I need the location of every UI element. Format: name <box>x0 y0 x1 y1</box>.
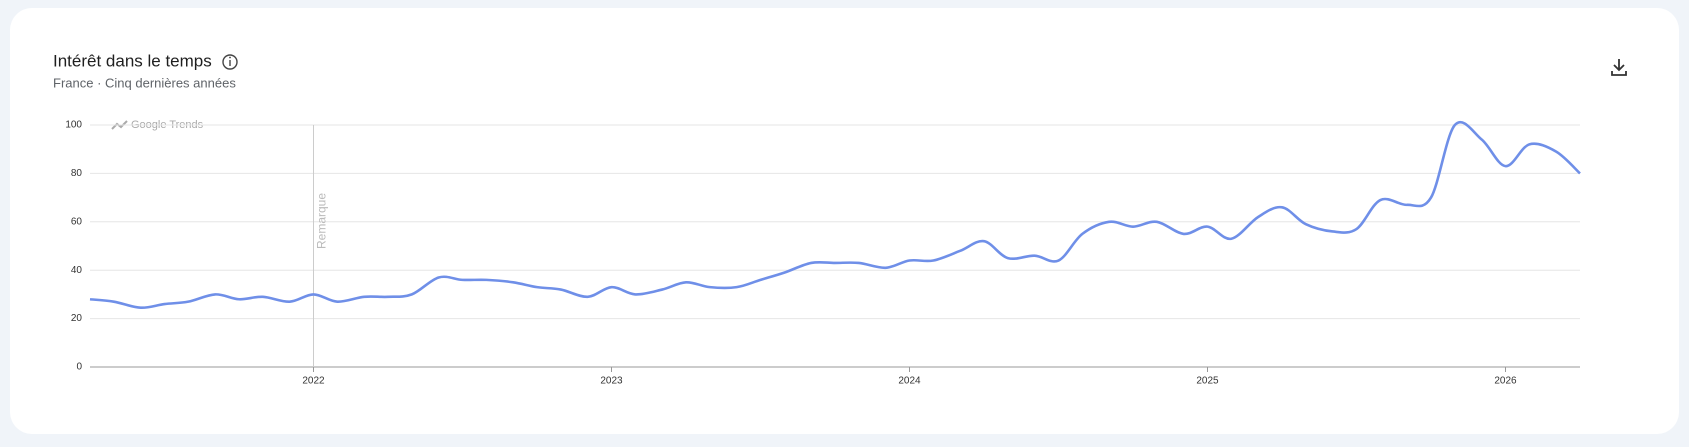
y-tick-label: 20 <box>71 313 83 324</box>
y-tick-label: 60 <box>71 216 83 227</box>
y-tick-label: 40 <box>71 265 83 276</box>
y-tick-label: 100 <box>65 120 82 131</box>
x-tick-label: 2023 <box>600 376 623 387</box>
x-tick-label: 2026 <box>1494 376 1517 387</box>
download-button[interactable] <box>1611 59 1627 76</box>
x-tick-label: 2024 <box>898 376 921 387</box>
y-tick-label: 80 <box>71 168 83 179</box>
x-tick-label: 2022 <box>302 376 325 387</box>
chart-subtitle: France · Cinq dernières années <box>53 75 236 90</box>
x-tick-label: 2025 <box>1196 376 1219 387</box>
card <box>10 8 1679 434</box>
y-tick-label: 0 <box>76 362 82 373</box>
line <box>89 120 1581 310</box>
annotation-label: Remarque <box>315 193 329 249</box>
chart-title: Intérêt dans le temps <box>53 51 212 70</box>
info-icon[interactable] <box>222 54 238 70</box>
